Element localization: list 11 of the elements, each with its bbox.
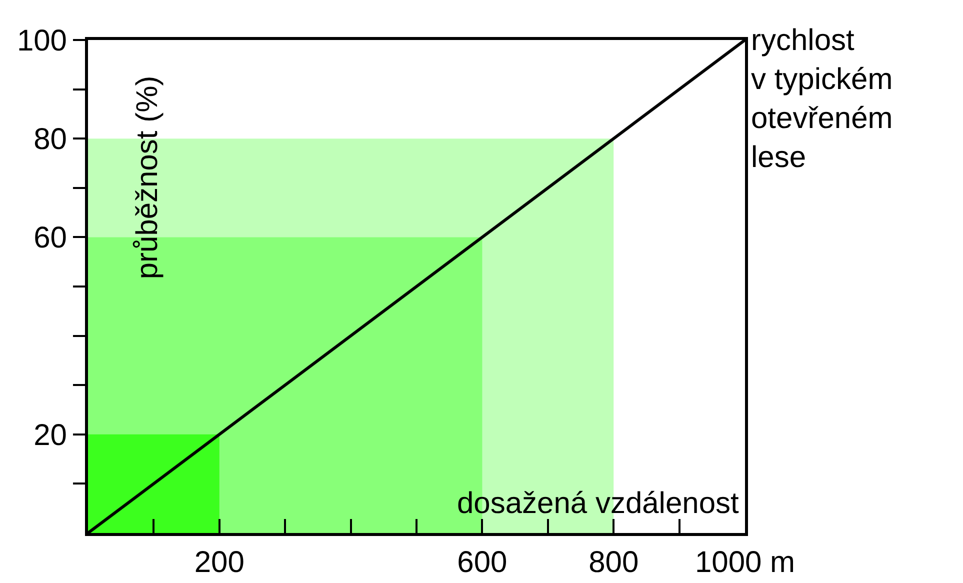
- x-tick-label: 1000 m: [694, 546, 796, 579]
- y-tick-label: 100: [16, 24, 67, 58]
- y-tick-label: 80: [34, 123, 67, 156]
- series-label: rychlost v typickém otevřeném lese: [751, 24, 893, 174]
- x-tick-label: 600: [457, 546, 508, 579]
- y-axis-title: průběžnost (%): [131, 76, 164, 280]
- y-tick-label: 60: [34, 222, 67, 255]
- x-tick-label: 800: [588, 546, 639, 579]
- x-axis-title: dosažená vzdálenost: [457, 487, 740, 520]
- y-tick-label: 20: [34, 418, 67, 452]
- x-tick-label: 200: [194, 546, 244, 579]
